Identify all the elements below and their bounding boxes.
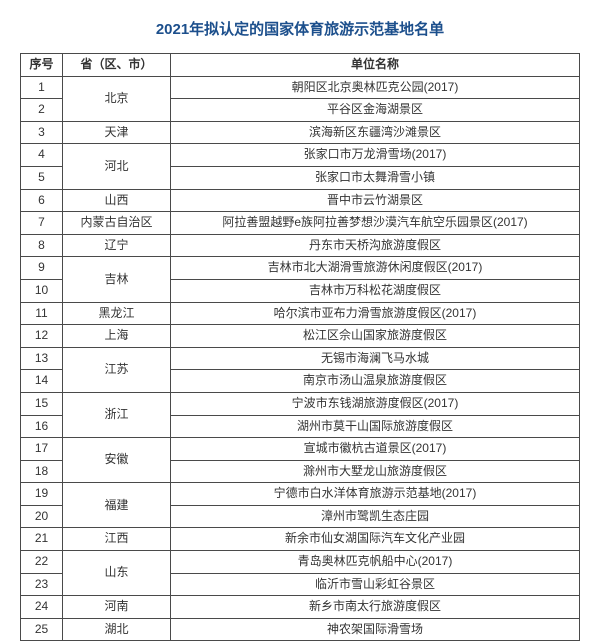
table-row: 8辽宁丹东市天桥沟旅游度假区 [21,234,580,257]
cell-seq: 24 [21,596,63,619]
col-unit: 单位名称 [171,54,580,77]
cell-unit: 丹东市天桥沟旅游度假区 [171,234,580,257]
cell-seq: 11 [21,302,63,325]
cell-unit: 吉林市北大湖滑雪旅游休闲度假区(2017) [171,257,580,280]
cell-seq: 12 [21,325,63,348]
cell-province: 黑龙江 [63,302,171,325]
cell-seq: 17 [21,438,63,461]
table-row: 11黑龙江哈尔滨市亚布力滑雪旅游度假区(2017) [21,302,580,325]
cell-seq: 14 [21,370,63,393]
table-row: 3天津滨海新区东疆湾沙滩景区 [21,121,580,144]
data-table: 序号 省（区、市） 单位名称 1北京朝阳区北京奥林匹克公园(2017)2平谷区金… [20,53,580,641]
cell-unit: 张家口市太舞滑雪小镇 [171,166,580,189]
table-row: 19福建宁德市白水洋体育旅游示范基地(2017) [21,483,580,506]
cell-seq: 9 [21,257,63,280]
table-row: 7内蒙古自治区阿拉善盟越野e族阿拉善梦想沙漠汽车航空乐园景区(2017) [21,212,580,235]
cell-unit: 滁州市大墅龙山旅游度假区 [171,460,580,483]
cell-province: 河北 [63,144,171,189]
cell-seq: 15 [21,392,63,415]
cell-seq: 7 [21,212,63,235]
cell-seq: 2 [21,99,63,122]
cell-province: 浙江 [63,392,171,437]
cell-unit: 宁德市白水洋体育旅游示范基地(2017) [171,483,580,506]
cell-unit: 滨海新区东疆湾沙滩景区 [171,121,580,144]
col-province: 省（区、市） [63,54,171,77]
cell-province: 北京 [63,76,171,121]
cell-unit: 吉林市万科松花湖度假区 [171,279,580,302]
cell-unit: 晋中市云竹湖景区 [171,189,580,212]
cell-unit: 阿拉善盟越野e族阿拉善梦想沙漠汽车航空乐园景区(2017) [171,212,580,235]
cell-unit: 宣城市徽杭古道景区(2017) [171,438,580,461]
table-row: 12上海松江区佘山国家旅游度假区 [21,325,580,348]
cell-seq: 23 [21,573,63,596]
cell-unit: 青岛奥林匹克帆船中心(2017) [171,551,580,574]
cell-seq: 25 [21,618,63,641]
cell-province: 吉林 [63,257,171,302]
cell-seq: 19 [21,483,63,506]
table-row: 24河南新乡市南太行旅游度假区 [21,596,580,619]
cell-seq: 3 [21,121,63,144]
cell-unit: 宁波市东钱湖旅游度假区(2017) [171,392,580,415]
cell-province: 江西 [63,528,171,551]
cell-seq: 5 [21,166,63,189]
cell-province: 山东 [63,551,171,596]
cell-seq: 20 [21,505,63,528]
cell-seq: 22 [21,551,63,574]
cell-unit: 松江区佘山国家旅游度假区 [171,325,580,348]
cell-unit: 新余市仙女湖国际汽车文化产业园 [171,528,580,551]
cell-seq: 6 [21,189,63,212]
table-row: 1北京朝阳区北京奥林匹克公园(2017) [21,76,580,99]
table-row: 25湖北神农架国际滑雪场 [21,618,580,641]
cell-unit: 南京市汤山温泉旅游度假区 [171,370,580,393]
cell-seq: 13 [21,347,63,370]
cell-unit: 神农架国际滑雪场 [171,618,580,641]
table-row: 15浙江宁波市东钱湖旅游度假区(2017) [21,392,580,415]
cell-province: 内蒙古自治区 [63,212,171,235]
cell-seq: 16 [21,415,63,438]
cell-unit: 平谷区金海湖景区 [171,99,580,122]
cell-seq: 18 [21,460,63,483]
cell-unit: 哈尔滨市亚布力滑雪旅游度假区(2017) [171,302,580,325]
cell-unit: 湖州市莫干山国际旅游度假区 [171,415,580,438]
cell-province: 湖北 [63,618,171,641]
table-row: 21江西新余市仙女湖国际汽车文化产业园 [21,528,580,551]
table-row: 9吉林吉林市北大湖滑雪旅游休闲度假区(2017) [21,257,580,280]
cell-province: 山西 [63,189,171,212]
cell-province: 天津 [63,121,171,144]
cell-unit: 朝阳区北京奥林匹克公园(2017) [171,76,580,99]
table-row: 4河北张家口市万龙滑雪场(2017) [21,144,580,167]
cell-unit: 新乡市南太行旅游度假区 [171,596,580,619]
page-title: 2021年拟认定的国家体育旅游示范基地名单 [20,18,580,39]
cell-province: 上海 [63,325,171,348]
cell-province: 河南 [63,596,171,619]
cell-seq: 1 [21,76,63,99]
cell-unit: 无锡市海澜飞马水城 [171,347,580,370]
cell-seq: 21 [21,528,63,551]
cell-province: 辽宁 [63,234,171,257]
table-row: 13江苏无锡市海澜飞马水城 [21,347,580,370]
table-row: 22山东青岛奥林匹克帆船中心(2017) [21,551,580,574]
cell-province: 福建 [63,483,171,528]
cell-unit: 临沂市雪山彩虹谷景区 [171,573,580,596]
cell-province: 安徽 [63,438,171,483]
table-row: 6山西晋中市云竹湖景区 [21,189,580,212]
cell-seq: 10 [21,279,63,302]
cell-province: 江苏 [63,347,171,392]
table-row: 17安徽宣城市徽杭古道景区(2017) [21,438,580,461]
cell-unit: 漳州市鹭凯生态庄园 [171,505,580,528]
col-seq: 序号 [21,54,63,77]
cell-seq: 8 [21,234,63,257]
cell-seq: 4 [21,144,63,167]
table-header-row: 序号 省（区、市） 单位名称 [21,54,580,77]
cell-unit: 张家口市万龙滑雪场(2017) [171,144,580,167]
